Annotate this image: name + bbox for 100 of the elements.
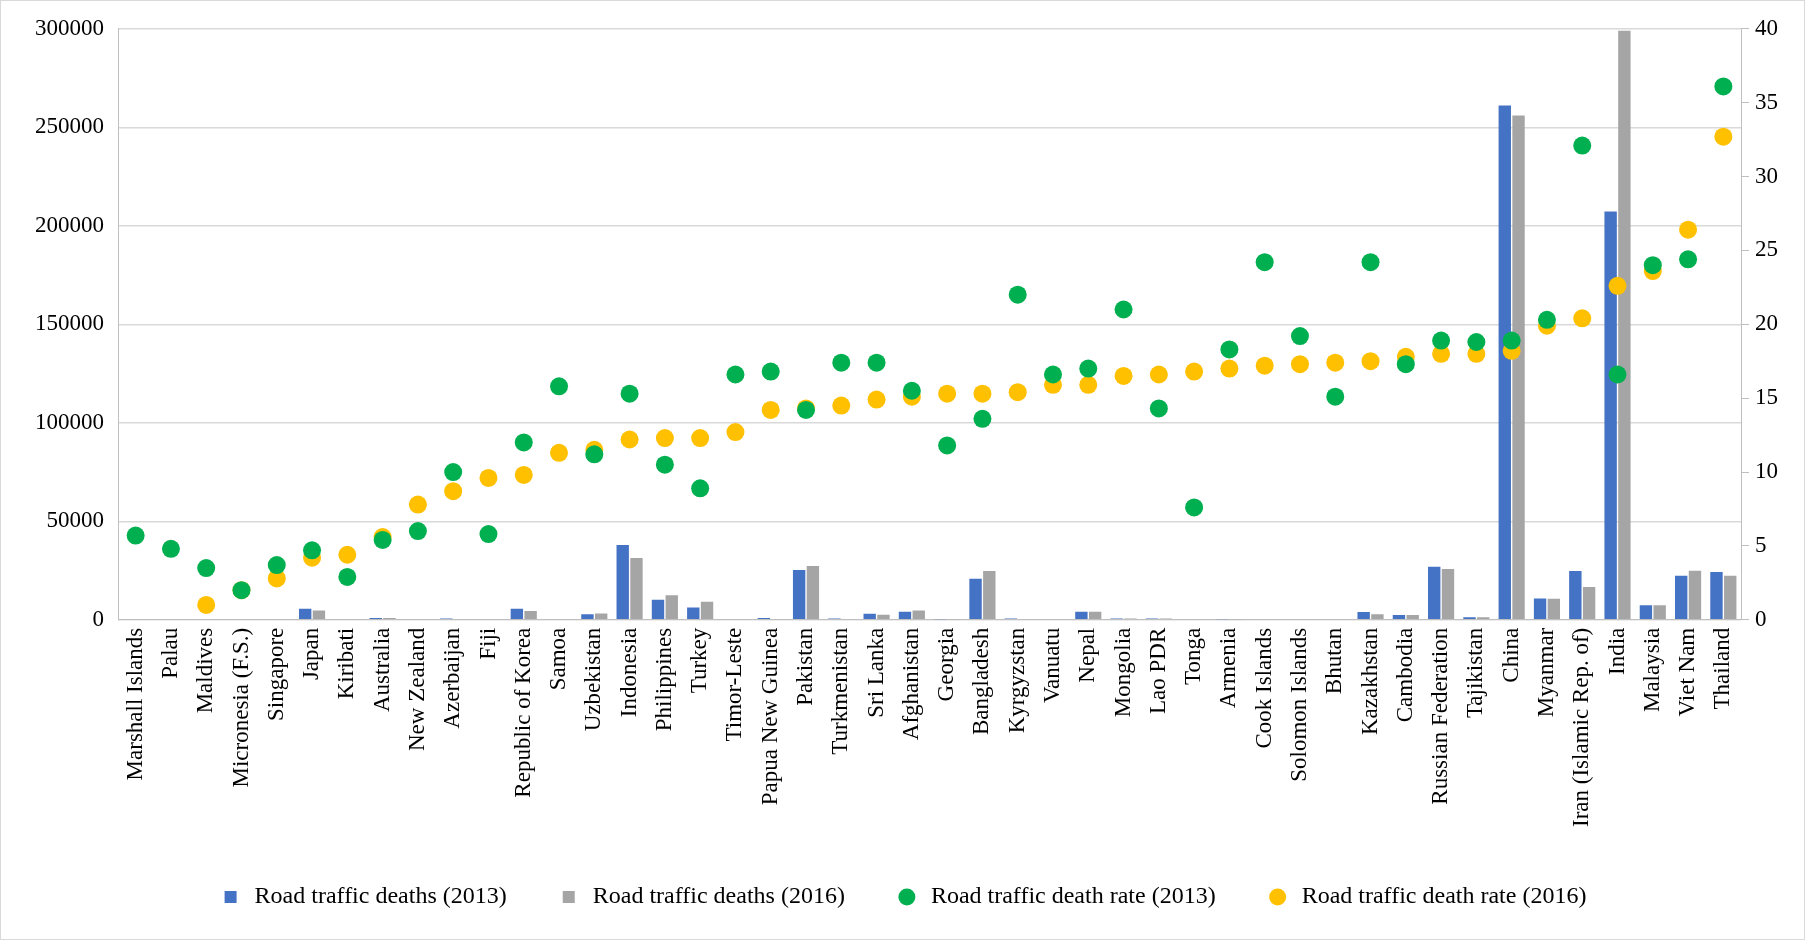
point [1643, 256, 1662, 275]
x-tick-label: Turkmenistan [827, 627, 853, 755]
x-tick-label: Azerbaijan [439, 627, 465, 729]
bar [1357, 612, 1370, 619]
x-tick-label: Russian Federation [1427, 627, 1453, 805]
y2-tick-label: 5 [1755, 531, 1767, 557]
x-tick-label: Myanmar [1532, 627, 1558, 718]
point [1149, 399, 1168, 418]
y-tick-label: 100000 [35, 408, 104, 434]
point [1573, 136, 1592, 155]
point [1290, 355, 1309, 374]
point [655, 429, 674, 448]
y2-tick-label: 35 [1755, 88, 1778, 114]
x-tick-label: Marshall Islands [121, 627, 147, 781]
bar [1371, 614, 1384, 619]
point [479, 468, 498, 487]
point [1361, 352, 1380, 371]
bar [1498, 105, 1511, 619]
point [1220, 359, 1239, 378]
point [938, 384, 957, 403]
y2-tick-label: 10 [1755, 458, 1778, 484]
point [585, 445, 604, 464]
point [1432, 331, 1451, 350]
point [1149, 365, 1168, 384]
bar [1547, 598, 1561, 619]
bar [1406, 615, 1419, 619]
point [1079, 359, 1098, 378]
x-tick-label: China [1497, 627, 1523, 683]
x-tick-label: Nepal [1074, 627, 1100, 683]
x-tick-label: Kiribati [333, 627, 359, 700]
x-tick-label: Tajikistan [1462, 627, 1488, 719]
bar [877, 614, 890, 619]
x-tick-label: Georgia [933, 627, 959, 702]
x-tick-label: Pakistan [792, 627, 818, 706]
point [197, 559, 216, 578]
bar [1618, 30, 1631, 619]
x-tick-label: Malaysia [1638, 627, 1664, 713]
x-tick-label: Viet Nam [1674, 627, 1700, 717]
legend-label: Road traffic death rate (2013) [930, 882, 1216, 909]
x-tick-label: Cambodia [1391, 627, 1417, 723]
legend-label: Road traffic deaths (2013) [254, 882, 507, 909]
point [126, 526, 145, 545]
bar [1639, 605, 1653, 619]
bar [983, 571, 996, 619]
x-tick-label: India [1603, 627, 1629, 676]
point [408, 522, 427, 541]
point [1714, 127, 1733, 146]
x-tick-label: Solomon Islands [1286, 627, 1312, 782]
point [691, 479, 710, 498]
point [1326, 353, 1345, 372]
bar [700, 601, 714, 619]
y2-tick-label: 20 [1755, 310, 1778, 336]
point [1361, 253, 1380, 272]
point [1290, 327, 1309, 346]
bar [1582, 587, 1596, 619]
x-tick-label: Mongolia [1109, 627, 1135, 718]
point [1079, 375, 1098, 394]
bar [912, 610, 925, 619]
x-tick-label: Maldives [192, 627, 218, 714]
bar [312, 610, 326, 619]
bar [581, 614, 594, 619]
bar [616, 544, 629, 619]
x-tick-label: Turkey [686, 627, 712, 694]
y2-tick-label: 0 [1755, 605, 1767, 631]
bar [524, 610, 537, 619]
x-tick-label: Bangladesh [968, 627, 994, 736]
x-tick-label: Kazakhstan [1356, 627, 1382, 736]
point [550, 443, 569, 462]
x-tick-label: Palau [156, 627, 182, 679]
bar [1653, 605, 1666, 619]
point [1008, 383, 1027, 402]
x-tick-label: Thailand [1709, 627, 1735, 710]
point [938, 436, 957, 455]
x-tick-label: Samoa [545, 627, 571, 691]
point [1714, 77, 1733, 96]
x-tick-label: Vanuatu [1039, 627, 1065, 704]
bar [665, 595, 678, 619]
legend-label: Road traffic death rate (2016) [1301, 882, 1587, 909]
point [444, 463, 463, 482]
bar [1441, 568, 1455, 619]
point [197, 595, 216, 614]
point [1537, 310, 1556, 329]
point [832, 353, 851, 372]
x-tick-label: Sri Lanka [862, 627, 888, 718]
point [620, 384, 639, 403]
point [338, 567, 357, 586]
x-tick-label: Micronesia (F.S.) [227, 627, 253, 788]
point [1396, 355, 1415, 374]
point [267, 556, 286, 575]
y2-tick-label: 30 [1755, 162, 1778, 188]
point [408, 495, 427, 514]
point [620, 430, 639, 449]
point [1608, 276, 1627, 295]
point [514, 433, 533, 452]
point [761, 400, 780, 419]
x-tick-label: Uzbekistan [580, 627, 606, 732]
bar [1075, 611, 1088, 619]
x-tick-label: Tonga [1180, 627, 1206, 685]
bar [969, 578, 982, 619]
bar [1392, 615, 1406, 619]
